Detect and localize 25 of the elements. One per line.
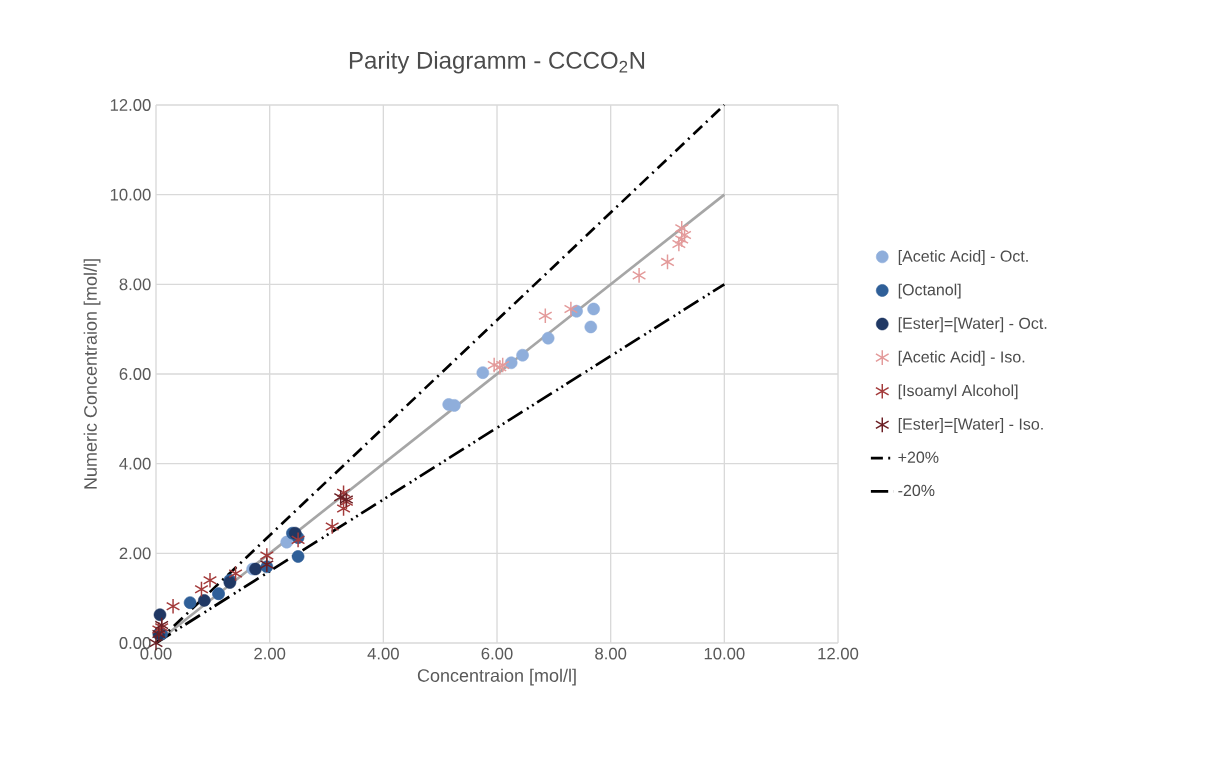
legend-label: [Octanol] xyxy=(898,283,961,299)
x-tick-label: 0.00 xyxy=(140,647,172,660)
y-axis-title: Numeric Concentraion [mol/l] xyxy=(83,259,101,489)
x-tick-label: 10.00 xyxy=(704,647,745,660)
legend-label: [Isoamyl Alcohol] xyxy=(898,384,1018,400)
legend-label: [Ester]=[Water] - Iso. xyxy=(898,418,1043,433)
y-tick-label: 4.00 xyxy=(119,457,151,470)
x-tick-label: 6.00 xyxy=(481,647,513,660)
y-tick-label: 8.00 xyxy=(119,278,151,291)
legend-label: -20% xyxy=(898,484,935,497)
legend-label: [Acetic Acid] - Oct. xyxy=(898,250,1028,265)
legend-label: [Ester]=[Water] - Oct. xyxy=(898,317,1047,333)
legend-label: [Acetic Acid] - Iso. xyxy=(898,350,1025,366)
y-tick-label: 2.00 xyxy=(119,547,151,560)
x-tick-label: 8.00 xyxy=(595,647,627,660)
y-tick-label: 6.00 xyxy=(119,368,151,380)
y-tick-label: 0.00 xyxy=(119,637,151,649)
x-tick-label: 12.00 xyxy=(818,647,859,660)
x-tick-label: 4.00 xyxy=(367,647,399,660)
x-tick-label: 2.00 xyxy=(254,647,286,660)
x-axis-title: Concentraion [mol/l] xyxy=(417,668,576,686)
y-tick-label: 12.00 xyxy=(110,99,151,111)
y-tick-label: 10.00 xyxy=(110,188,151,201)
legend-label: +20% xyxy=(898,451,939,463)
chart-title: Parity Diagramm - CCCO$_{2}$N xyxy=(349,51,645,74)
